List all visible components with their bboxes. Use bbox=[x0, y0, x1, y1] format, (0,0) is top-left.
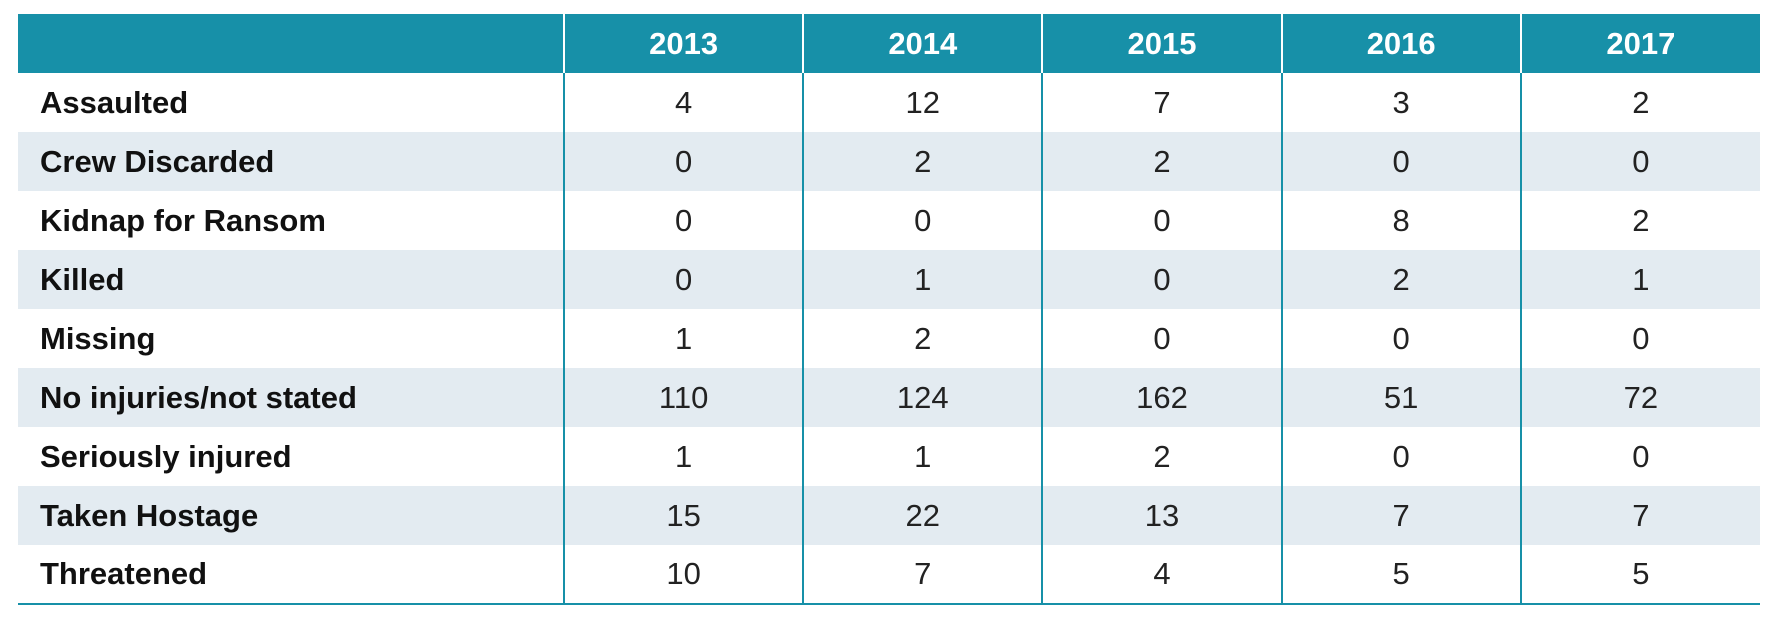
table-cell: 2 bbox=[1280, 250, 1521, 309]
row-label: No injuries/not stated bbox=[40, 379, 357, 415]
data-table-container: 2013 2014 2015 2016 2017 Assaulted 4 12 … bbox=[18, 14, 1760, 605]
row-label: Missing bbox=[40, 320, 156, 356]
table-cell: 0 bbox=[563, 191, 804, 250]
table-cell: 0 bbox=[563, 132, 804, 191]
table-cell: 162 bbox=[1041, 368, 1282, 427]
table-cell: 4 bbox=[563, 73, 804, 132]
table-cell: 0 bbox=[1041, 191, 1282, 250]
table-cell: 0 bbox=[1519, 427, 1760, 486]
row-label: Taken Hostage bbox=[40, 497, 259, 533]
table-cell: 2 bbox=[1519, 191, 1760, 250]
header-cell-2014: 2014 bbox=[802, 14, 1043, 73]
table-cell: 72 bbox=[1519, 368, 1760, 427]
table-cell: 1 bbox=[563, 427, 804, 486]
header-cell-2017: 2017 bbox=[1519, 14, 1760, 73]
table-cell: 2 bbox=[1041, 427, 1282, 486]
table-cell: 7 bbox=[1280, 486, 1521, 545]
table-row: Kidnap for Ransom 0 0 0 8 2 bbox=[18, 191, 1760, 250]
data-table: 2013 2014 2015 2016 2017 Assaulted 4 12 … bbox=[18, 14, 1760, 605]
table-cell: 1 bbox=[563, 309, 804, 368]
header-cell-2016: 2016 bbox=[1280, 14, 1521, 73]
table-row: Threatened 10 7 4 5 5 bbox=[18, 545, 1760, 604]
table-cell: 12 bbox=[802, 73, 1043, 132]
table-cell: 5 bbox=[1280, 545, 1521, 604]
row-label: Seriously injured bbox=[40, 438, 292, 474]
table-cell: 0 bbox=[1519, 132, 1760, 191]
table-cell: 7 bbox=[1041, 73, 1282, 132]
table-cell: 22 bbox=[802, 486, 1043, 545]
table-cell: 13 bbox=[1041, 486, 1282, 545]
table-cell: 2 bbox=[802, 309, 1043, 368]
table-row: Crew Discarded 0 2 2 0 0 bbox=[18, 132, 1760, 191]
table-cell: 51 bbox=[1280, 368, 1521, 427]
table-cell: 1 bbox=[802, 427, 1043, 486]
table-cell: 7 bbox=[1519, 486, 1760, 545]
table-row: Seriously injured 1 1 2 0 0 bbox=[18, 427, 1760, 486]
table-cell: 0 bbox=[1280, 309, 1521, 368]
table-cell: 5 bbox=[1519, 545, 1760, 604]
table-cell: 2 bbox=[1041, 132, 1282, 191]
table-cell: 0 bbox=[1280, 427, 1521, 486]
table-cell: 110 bbox=[563, 368, 804, 427]
header-cell-2015: 2015 bbox=[1041, 14, 1282, 73]
table-cell: 2 bbox=[1519, 73, 1760, 132]
row-label: Crew Discarded bbox=[40, 143, 275, 179]
table-cell: 8 bbox=[1280, 191, 1521, 250]
table-row: Killed 0 1 0 2 1 bbox=[18, 250, 1760, 309]
row-label: Kidnap for Ransom bbox=[40, 202, 326, 238]
table-cell: 4 bbox=[1041, 545, 1282, 604]
table-cell: 0 bbox=[802, 191, 1043, 250]
table-cell: 10 bbox=[563, 545, 804, 604]
table-cell: 0 bbox=[1519, 309, 1760, 368]
table-cell: 1 bbox=[802, 250, 1043, 309]
header-cell-corner bbox=[18, 14, 564, 73]
table-cell: 1 bbox=[1519, 250, 1760, 309]
row-label: Threatened bbox=[40, 556, 208, 591]
table-cell: 0 bbox=[563, 250, 804, 309]
table-row: Missing 1 2 0 0 0 bbox=[18, 309, 1760, 368]
table-cell: 15 bbox=[563, 486, 804, 545]
table-cell: 0 bbox=[1280, 132, 1521, 191]
table-row: Taken Hostage 15 22 13 7 7 bbox=[18, 486, 1760, 545]
table-row: No injuries/not stated 110 124 162 51 72 bbox=[18, 368, 1760, 427]
row-label: Assaulted bbox=[40, 84, 189, 120]
table-header-row: 2013 2014 2015 2016 2017 bbox=[18, 14, 1760, 73]
table-row: Assaulted 4 12 7 3 2 bbox=[18, 73, 1760, 132]
table-cell: 0 bbox=[1041, 250, 1282, 309]
row-label: Killed bbox=[40, 261, 125, 297]
header-cell-2013: 2013 bbox=[563, 14, 804, 73]
table-cell: 0 bbox=[1041, 309, 1282, 368]
table-cell: 7 bbox=[802, 545, 1043, 604]
table-cell: 2 bbox=[802, 132, 1043, 191]
table-cell: 124 bbox=[802, 368, 1043, 427]
table-cell: 3 bbox=[1280, 73, 1521, 132]
